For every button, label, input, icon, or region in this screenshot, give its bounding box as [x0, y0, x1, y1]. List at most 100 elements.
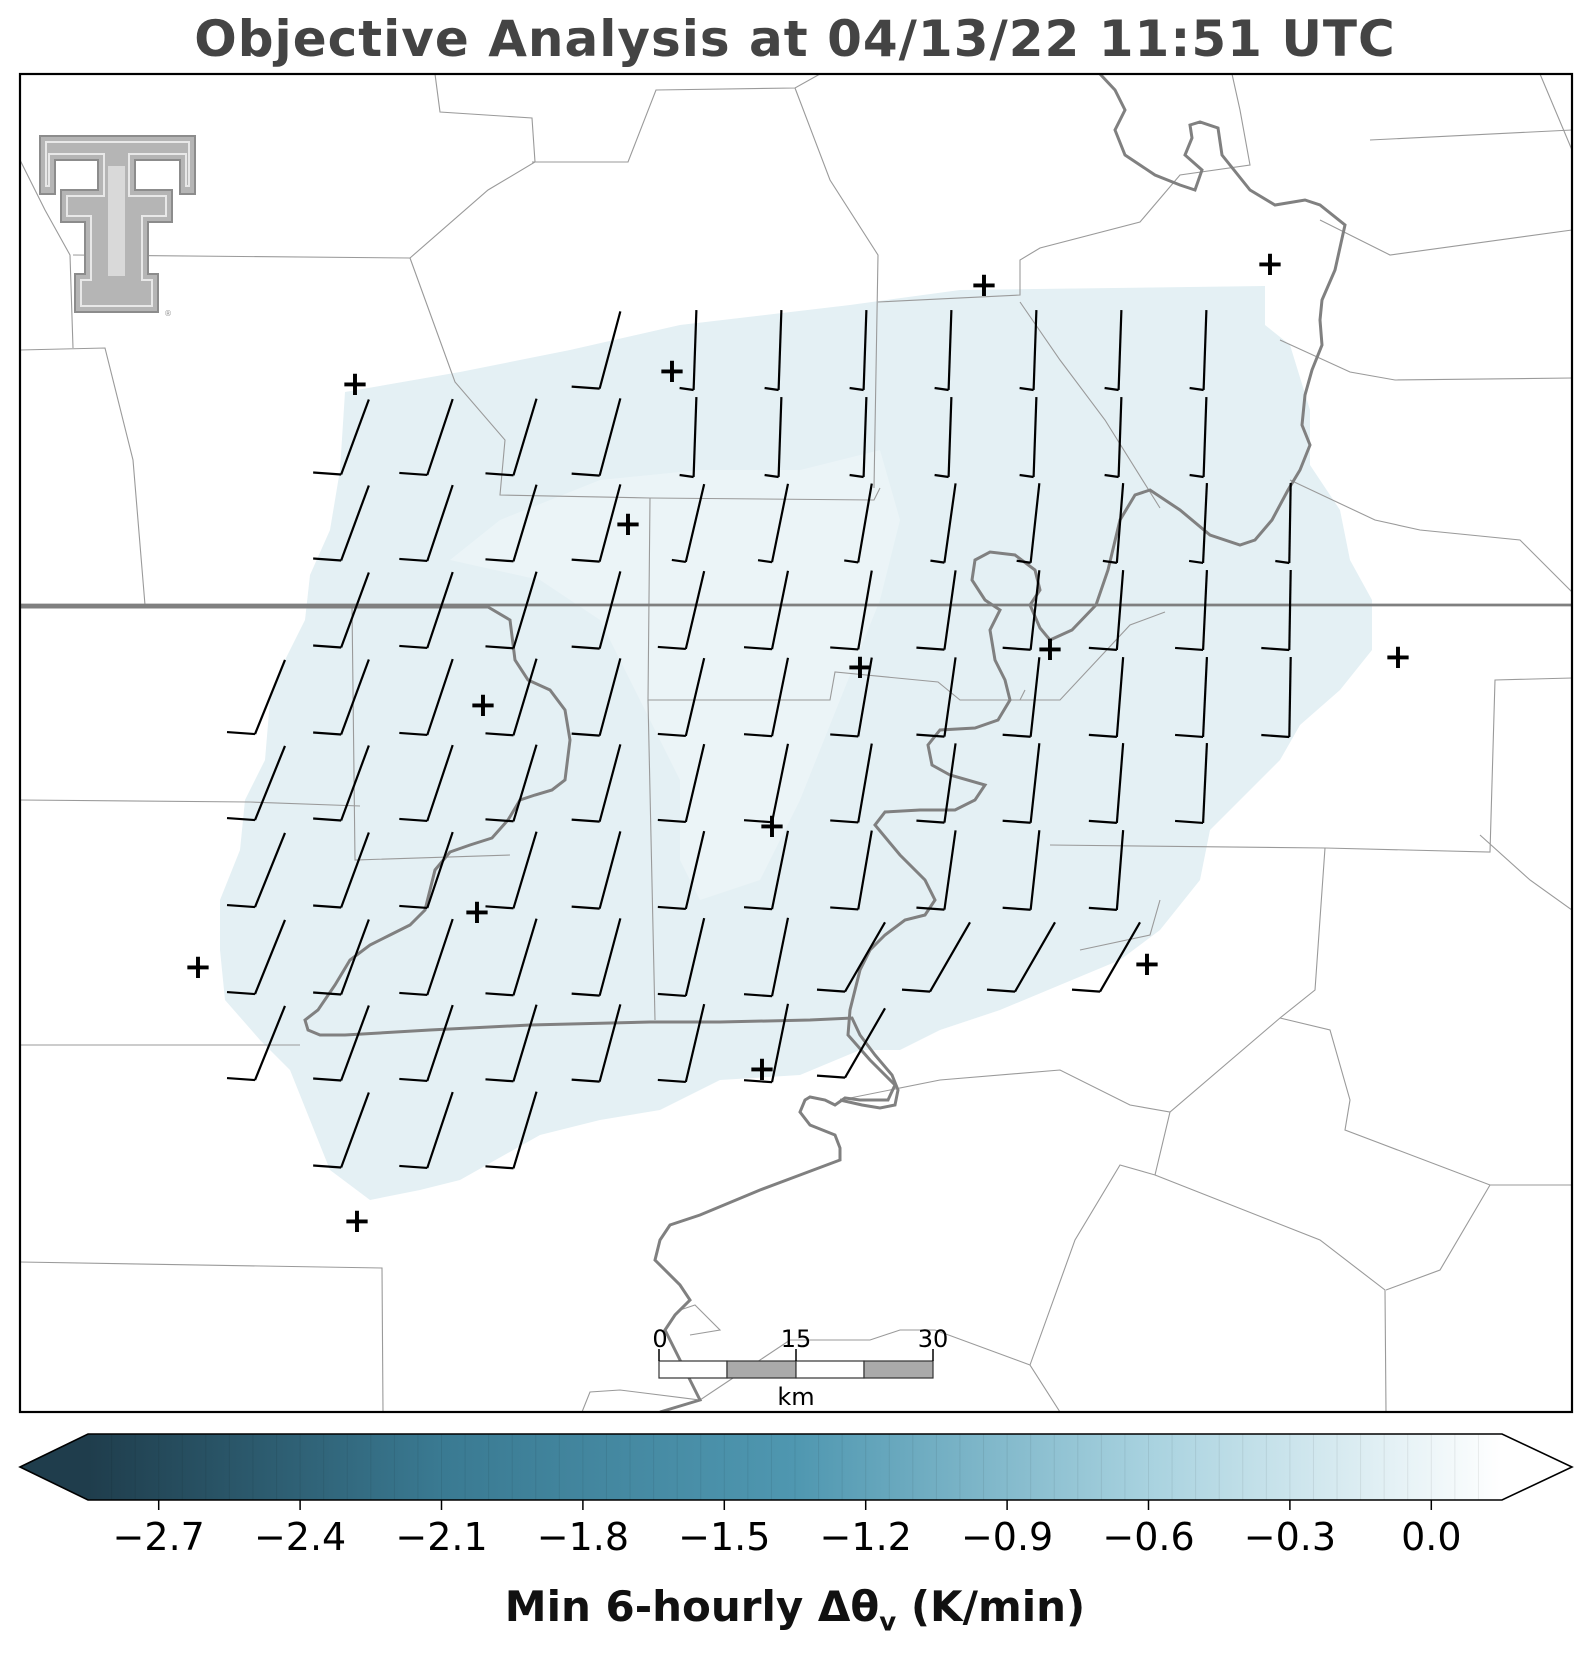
ttu-logo: ® — [39, 135, 196, 318]
colorbar-tick-label: −2.1 — [395, 1515, 487, 1559]
wind-barb — [671, 483, 706, 564]
wind-barb — [1088, 657, 1125, 738]
wind-barb — [743, 570, 790, 651]
wind-barb — [571, 398, 622, 477]
wind-barb — [571, 658, 622, 737]
wind-barb — [485, 571, 538, 650]
wind-barb — [743, 743, 790, 824]
station-marker: + — [343, 1201, 372, 1241]
colorbar-body — [88, 1434, 1502, 1500]
wind-barb — [1104, 396, 1123, 479]
wind-barb — [934, 396, 953, 479]
station-marker: + — [184, 947, 213, 987]
wind-barb — [743, 657, 790, 738]
wind-barb — [1175, 656, 1209, 739]
colorbar-segments — [111, 1434, 1479, 1500]
wind-barb — [1188, 482, 1209, 565]
colorbar-outline — [18, 1433, 1574, 1501]
wind-barb — [485, 918, 538, 997]
station-marker: + — [1133, 944, 1162, 984]
wind-barb — [657, 743, 706, 824]
wind-barb — [1175, 742, 1209, 825]
wind-barb — [1002, 830, 1041, 911]
wind-barb — [571, 918, 622, 997]
wind-barb — [757, 483, 790, 564]
wind-barb — [830, 743, 873, 824]
station-marker: + — [970, 265, 999, 305]
wind-barb — [226, 659, 287, 736]
station-marker: + — [469, 685, 498, 725]
wind-barb — [313, 919, 370, 996]
colorbar-tick-label: −1.2 — [820, 1515, 912, 1559]
wind-barb — [849, 309, 868, 392]
wind-barb — [313, 485, 370, 562]
wind-barb — [485, 1091, 538, 1170]
wind-barb — [657, 1003, 706, 1084]
wind-barb — [313, 399, 370, 476]
wind-barb — [571, 571, 622, 650]
wind-barb — [764, 309, 783, 392]
wind-barb — [399, 658, 454, 737]
wind-barb — [571, 311, 622, 390]
wind-barb — [485, 658, 538, 737]
wind-barb — [901, 921, 971, 993]
scale-label-0: 0 — [652, 1325, 667, 1353]
wind-barb — [830, 830, 873, 911]
colorbar-extend-max — [1502, 1434, 1572, 1500]
wind-barb — [313, 572, 370, 649]
wind-barb — [571, 484, 622, 563]
wind-barb — [399, 484, 454, 563]
wind-barb — [399, 918, 454, 997]
colorbar-tick-label: −2.4 — [254, 1515, 346, 1559]
station-marker: + — [1256, 244, 1285, 284]
wind-barb — [657, 657, 706, 738]
wind-barb — [485, 744, 538, 823]
wind-barb — [1102, 483, 1125, 564]
colorbar: −2.7 −2.4 −2.1 −1.8 −1.5 −1.2 −0.9 −0.6 −0.3 0.0 — [18, 1433, 1574, 1559]
station-marker: + — [846, 647, 875, 687]
scale-bar: 0 15 30 km — [652, 1325, 948, 1411]
wind-barb — [679, 396, 698, 479]
wind-barb — [1275, 482, 1292, 565]
colorbar-tick-label: −2.7 — [113, 1515, 205, 1559]
wind-barb — [571, 744, 622, 823]
station-marker: + — [1036, 629, 1065, 669]
wind-barb — [1002, 570, 1041, 651]
wind-barb — [1088, 570, 1125, 651]
wind-barb — [1104, 309, 1123, 392]
wind-barb — [226, 832, 287, 909]
map-title: Objective Analysis at 04/13/22 11:51 UTC — [194, 10, 1396, 68]
wind-barb — [571, 831, 622, 910]
wind-barb — [743, 917, 790, 998]
wind-barb — [930, 483, 957, 564]
colorbar-tick-label: −1.8 — [537, 1515, 629, 1559]
wind-barb — [399, 398, 454, 477]
wind-barb — [1088, 743, 1125, 824]
wind-barb — [657, 917, 706, 998]
wind-barb — [485, 484, 538, 563]
wind-barb — [986, 921, 1056, 993]
wind-barb — [830, 657, 873, 738]
scale-unit: km — [777, 1383, 814, 1411]
wind-barb — [1016, 483, 1041, 564]
scale-label-15: 15 — [781, 1325, 812, 1353]
wind-barb — [849, 396, 868, 479]
colorbar-tick-label: −0.3 — [1244, 1515, 1336, 1559]
wind-barb — [399, 744, 454, 823]
wind-barb — [1088, 830, 1125, 911]
station-marker: + — [463, 892, 492, 932]
wind-barb — [916, 570, 957, 651]
wind-barb — [816, 921, 886, 993]
wind-barb — [226, 1005, 287, 1082]
wind-barb — [916, 743, 957, 824]
wind-barb — [916, 657, 957, 738]
wind-barb — [743, 1003, 790, 1084]
wind-barb — [399, 571, 454, 650]
colorbar-ticks: −2.7 −2.4 −2.1 −1.8 −1.5 −1.2 −0.9 −0.6 −0.3 0.0 — [113, 1500, 1462, 1559]
colorbar-tick-label: −1.5 — [678, 1515, 770, 1559]
wind-barb — [764, 396, 783, 479]
wind-barb — [1261, 656, 1292, 739]
rivers — [20, 74, 1347, 1412]
wind-barb — [226, 919, 287, 996]
wind-barb — [399, 1091, 454, 1170]
